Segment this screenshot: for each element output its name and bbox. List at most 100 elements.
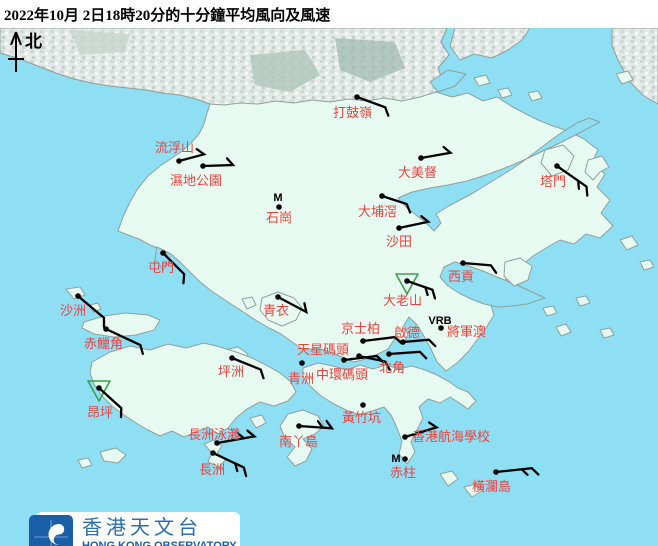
station-dot <box>404 278 410 284</box>
station-label: 大美督 <box>398 165 437 180</box>
station-label: 青洲 <box>288 371 314 386</box>
station-sea-school: 香港航海學校 <box>402 421 490 444</box>
station-dot <box>176 158 182 164</box>
station-label: 長洲泳灘 <box>188 427 240 442</box>
station-dot <box>214 440 220 446</box>
station-label: 沙洲 <box>60 303 86 318</box>
ma-wan-island <box>241 296 257 310</box>
small-island <box>619 235 639 251</box>
station-label: 黃竹坑 <box>342 410 381 425</box>
station-sai-kung: 西貢 <box>448 260 498 284</box>
starling-inlet <box>429 69 467 93</box>
wind-barb <box>104 327 144 355</box>
station-dot <box>460 260 466 266</box>
small-island <box>575 295 591 307</box>
po-toi-island <box>439 470 459 487</box>
station-label: 大老山 <box>383 293 422 308</box>
station-label: 屯門 <box>148 260 174 275</box>
station-ngong-ping: 昂坪 <box>87 380 123 420</box>
station-wong-chuk-hang: 黃竹坑 <box>342 402 381 425</box>
station-label: 打鼓嶺 <box>333 105 372 120</box>
mirs-bay-islet <box>615 70 634 85</box>
tolo-harbour <box>397 117 601 232</box>
logo-english-name: HONG KONG OBSERVATORY <box>82 540 237 546</box>
station-dot <box>210 450 216 456</box>
small-island <box>542 305 558 317</box>
station-label: 天星碼頭 <box>297 342 349 357</box>
yantian-coast <box>449 28 531 61</box>
wind-barb <box>355 95 390 117</box>
station-dot <box>402 434 408 440</box>
wind-barb <box>461 261 498 274</box>
urban-patch <box>70 30 130 55</box>
station-kings-park: 京士柏 <box>341 321 403 345</box>
station-tai-mei-tuk: 大美督 <box>398 145 454 180</box>
station-wetland-park: 濕地公園 <box>170 157 236 188</box>
station-dot <box>554 163 560 169</box>
station-north-point: 北角 <box>379 350 428 375</box>
station-label: 橫瀾島 <box>472 479 511 494</box>
hong-kong-map: 打鼓嶺 流浮山 濕地公園 大美督 塔門 大埔滘 沙田 石崗 M 屯門 西貢 大老山 沙洲 赤鱲角 青衣 京士柏… <box>0 28 658 546</box>
hko-logo-mark <box>29 515 73 546</box>
station-lamma-island: 南丫島 <box>279 419 335 449</box>
mirs-bay-islet <box>497 87 513 99</box>
kau-sai-chau-island <box>503 257 533 287</box>
station-label: 流浮山 <box>155 140 194 155</box>
triangle-marker <box>87 380 111 402</box>
station-label: 啟德 <box>394 325 420 340</box>
station-label: 北角 <box>379 360 405 375</box>
station-ta-kwu-ling: 打鼓嶺 <box>333 94 390 120</box>
station-cheung-chau-beach: 長洲泳灘 <box>188 427 258 446</box>
station-dot <box>354 94 360 100</box>
station-label: 西貢 <box>448 269 474 284</box>
wind-barb <box>177 147 207 163</box>
hei-ling-chau-island <box>249 414 267 429</box>
wind-barb <box>76 294 106 329</box>
station-dot <box>103 326 109 332</box>
station-sha-chau: 沙洲 <box>60 293 106 329</box>
urban-patch <box>250 50 320 92</box>
station-green-island: 青洲 <box>288 360 314 386</box>
station-label: 沙田 <box>386 234 412 249</box>
station-label: 濕地公園 <box>170 173 222 188</box>
station-label: 京士柏 <box>341 321 380 336</box>
station-label: 香港航海學校 <box>412 429 490 444</box>
small-island <box>599 327 615 339</box>
dapeng-coast <box>611 28 658 105</box>
station-label: 赤柱 <box>390 465 416 480</box>
station-label: 大埔滘 <box>358 204 397 219</box>
station-dot <box>418 155 424 161</box>
station-lau-fau-shan: 流浮山 <box>155 140 207 164</box>
station-label: 赤鱲角 <box>84 336 123 351</box>
wind-barb <box>380 194 412 214</box>
station-label: 坪洲 <box>218 364 244 379</box>
hko-logo: 香港天文台 HONG KONG OBSERVATORY <box>0 510 242 546</box>
wind-barb <box>357 354 391 371</box>
station-dot <box>360 402 366 408</box>
marker-M: M <box>273 192 282 204</box>
station-dot <box>400 339 406 345</box>
station-dot <box>356 353 362 359</box>
station-tsing-yi: 青衣 <box>263 294 308 318</box>
wind-barb <box>405 279 437 300</box>
tap-mun-island <box>540 144 575 177</box>
wind-barb <box>555 164 589 197</box>
station-tap-mun: 塔門 <box>540 163 589 197</box>
soko-islands <box>99 447 127 464</box>
logo-text: 香港天文台 HONG KONG OBSERVATORY <box>82 516 242 546</box>
station-tates-cairn: 大老山 <box>383 273 437 308</box>
station-chek-lap-kok: 赤鱲角 <box>84 326 144 355</box>
wind-barb <box>297 419 335 430</box>
mirs-bay-islet <box>473 74 491 87</box>
urban-patch <box>335 38 405 82</box>
wind-barb <box>361 335 403 345</box>
station-label: 塔門 <box>540 174 566 189</box>
station-star-ferry-pier: 天星碼頭 <box>297 342 385 364</box>
station-cheung-chau: 長洲 <box>199 450 248 478</box>
wind-barb <box>387 350 428 360</box>
station-dot <box>200 163 206 169</box>
station-dot <box>75 293 81 299</box>
wind-barb <box>403 421 440 439</box>
